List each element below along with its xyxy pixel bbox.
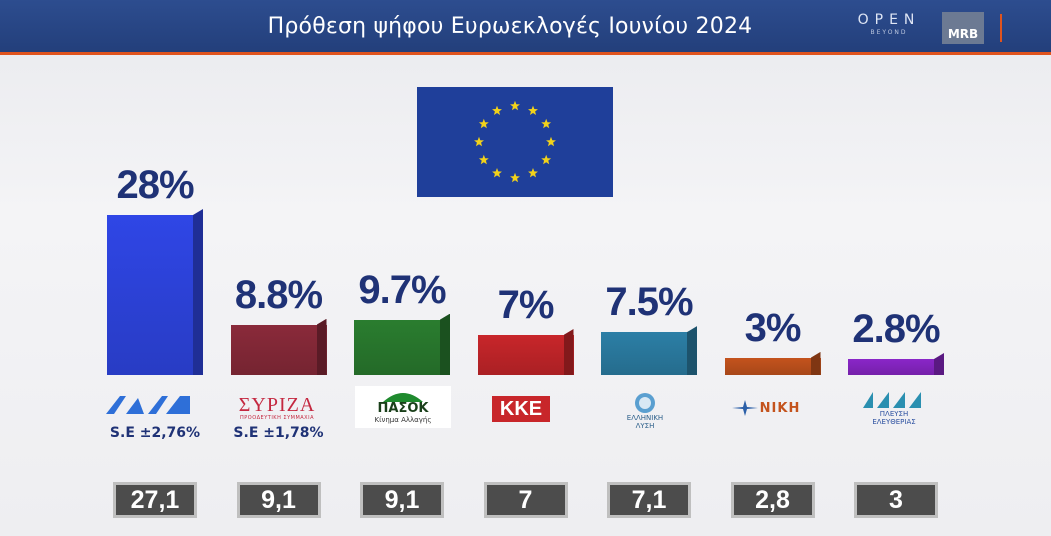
bar-side bbox=[193, 209, 203, 375]
data-label: 3% bbox=[744, 305, 802, 350]
kke-logo: ΚΚΕ bbox=[478, 394, 564, 424]
elliniki-lysi-text-2: ΛΥΣΗ bbox=[635, 422, 655, 430]
bar bbox=[601, 332, 697, 375]
bar-side bbox=[687, 326, 697, 375]
bar bbox=[230, 324, 327, 375]
eu-star-icon bbox=[478, 154, 489, 165]
bar bbox=[107, 215, 203, 375]
eu-star-icon bbox=[546, 136, 556, 147]
eu-star-icon bbox=[478, 118, 489, 129]
bar-side bbox=[810, 351, 821, 375]
bar-side bbox=[440, 313, 450, 375]
eu-star-icon bbox=[492, 105, 502, 116]
open-logo: OPEN BEYOND bbox=[848, 12, 930, 36]
bar bbox=[848, 359, 944, 375]
elliniki-lysi-logo: ΕΛΛΗΝΙΚΗ ΛΥΣΗ bbox=[605, 392, 685, 430]
data-label: 8.8% bbox=[234, 272, 323, 317]
eu-star-icon bbox=[474, 136, 484, 147]
pasok-logo: ΠΑΣΟΚ Κίνημα Αλλαγής bbox=[355, 386, 451, 428]
elliniki-lysi-text-1: ΕΛΛΗΝΙΚΗ bbox=[626, 414, 664, 422]
bar bbox=[724, 357, 821, 375]
bar bbox=[477, 335, 574, 375]
nd-logo-icon bbox=[106, 396, 190, 414]
eu-star-icon bbox=[541, 154, 552, 165]
plefsi-sails-icon bbox=[863, 392, 921, 408]
data-label: 7% bbox=[497, 283, 555, 327]
previous-result-box: 9,1 bbox=[236, 482, 321, 518]
pasok-logo-text: ΠΑΣΟΚ bbox=[377, 401, 429, 416]
pasok-sun-icon bbox=[383, 393, 423, 402]
data-label: 7.5% bbox=[605, 280, 693, 325]
bar-side bbox=[934, 353, 944, 375]
previous-result-box: 27,1 bbox=[113, 482, 197, 518]
elliniki-lysi-globe-icon bbox=[635, 393, 655, 413]
mrb-logo: MRB bbox=[942, 12, 984, 44]
bar bbox=[354, 319, 450, 375]
previous-result-box: 2,8 bbox=[730, 482, 815, 518]
header-divider bbox=[1000, 14, 1002, 42]
eu-star-icon bbox=[492, 167, 502, 178]
header-banner: Πρόθεση ψήφου Ευρωεκλογές Ιουνίου 2024 O… bbox=[0, 0, 1051, 55]
niki-star-icon bbox=[731, 400, 758, 416]
eu-star-icon bbox=[510, 172, 520, 183]
syriza-logo-text: ΣΥΡΙΖΑ bbox=[238, 394, 316, 416]
pasok-logo-sub: Κίνημα Αλλαγής bbox=[374, 416, 432, 424]
syriza-logo: ΣΥΡΙΖΑ ΠΡΟΟΔΕΥΤΙΚΗ ΣΥΜΜΑΧΙΑ bbox=[222, 390, 332, 426]
chart-title: Πρόθεση ψήφου Ευρωεκλογές Ιουνίου 2024 bbox=[267, 14, 753, 39]
data-label: 2.8% bbox=[852, 307, 940, 351]
plefsi-logo: ΠΛΕΥΣΗ ΕΛΕΥΘΕΡΙΑΣ bbox=[846, 386, 942, 430]
data-label: 28% bbox=[116, 163, 194, 207]
previous-result-box: 7 bbox=[483, 482, 568, 518]
niki-logo: ΝΙΚΗ bbox=[715, 396, 815, 420]
syriza-logo-sub: ΠΡΟΟΔΕΥΤΙΚΗ ΣΥΜΜΑΧΙΑ bbox=[239, 415, 315, 421]
eu-flag-icon bbox=[417, 87, 613, 197]
eu-star-icon bbox=[528, 105, 538, 116]
brand-name: OPEN bbox=[857, 12, 921, 28]
eu-star-icon bbox=[528, 167, 538, 178]
nd-logo bbox=[100, 388, 208, 420]
kke-logo-text: ΚΚΕ bbox=[491, 396, 551, 422]
plefsi-text-1: ΠΛΕΥΣΗ bbox=[879, 410, 909, 418]
previous-result-box: 9,1 bbox=[360, 482, 444, 518]
data-label: 9.7% bbox=[358, 267, 446, 312]
previous-result-box: 7,1 bbox=[607, 482, 691, 518]
sampling-error-label: S.E ±1,78% bbox=[233, 425, 324, 441]
sampling-error-label: S.E ±2,76% bbox=[109, 425, 201, 441]
eu-star-icon bbox=[541, 118, 552, 129]
brand-subtitle: BEYOND bbox=[870, 29, 908, 36]
eu-star-icon bbox=[510, 100, 520, 111]
previous-result-box: 3 bbox=[854, 482, 938, 518]
plefsi-text-2: ΕΛΕΥΘΕΡΙΑΣ bbox=[872, 418, 916, 426]
niki-logo-text: ΝΙΚΗ bbox=[759, 400, 801, 416]
bar-side bbox=[563, 329, 574, 375]
bar-side bbox=[316, 318, 327, 375]
